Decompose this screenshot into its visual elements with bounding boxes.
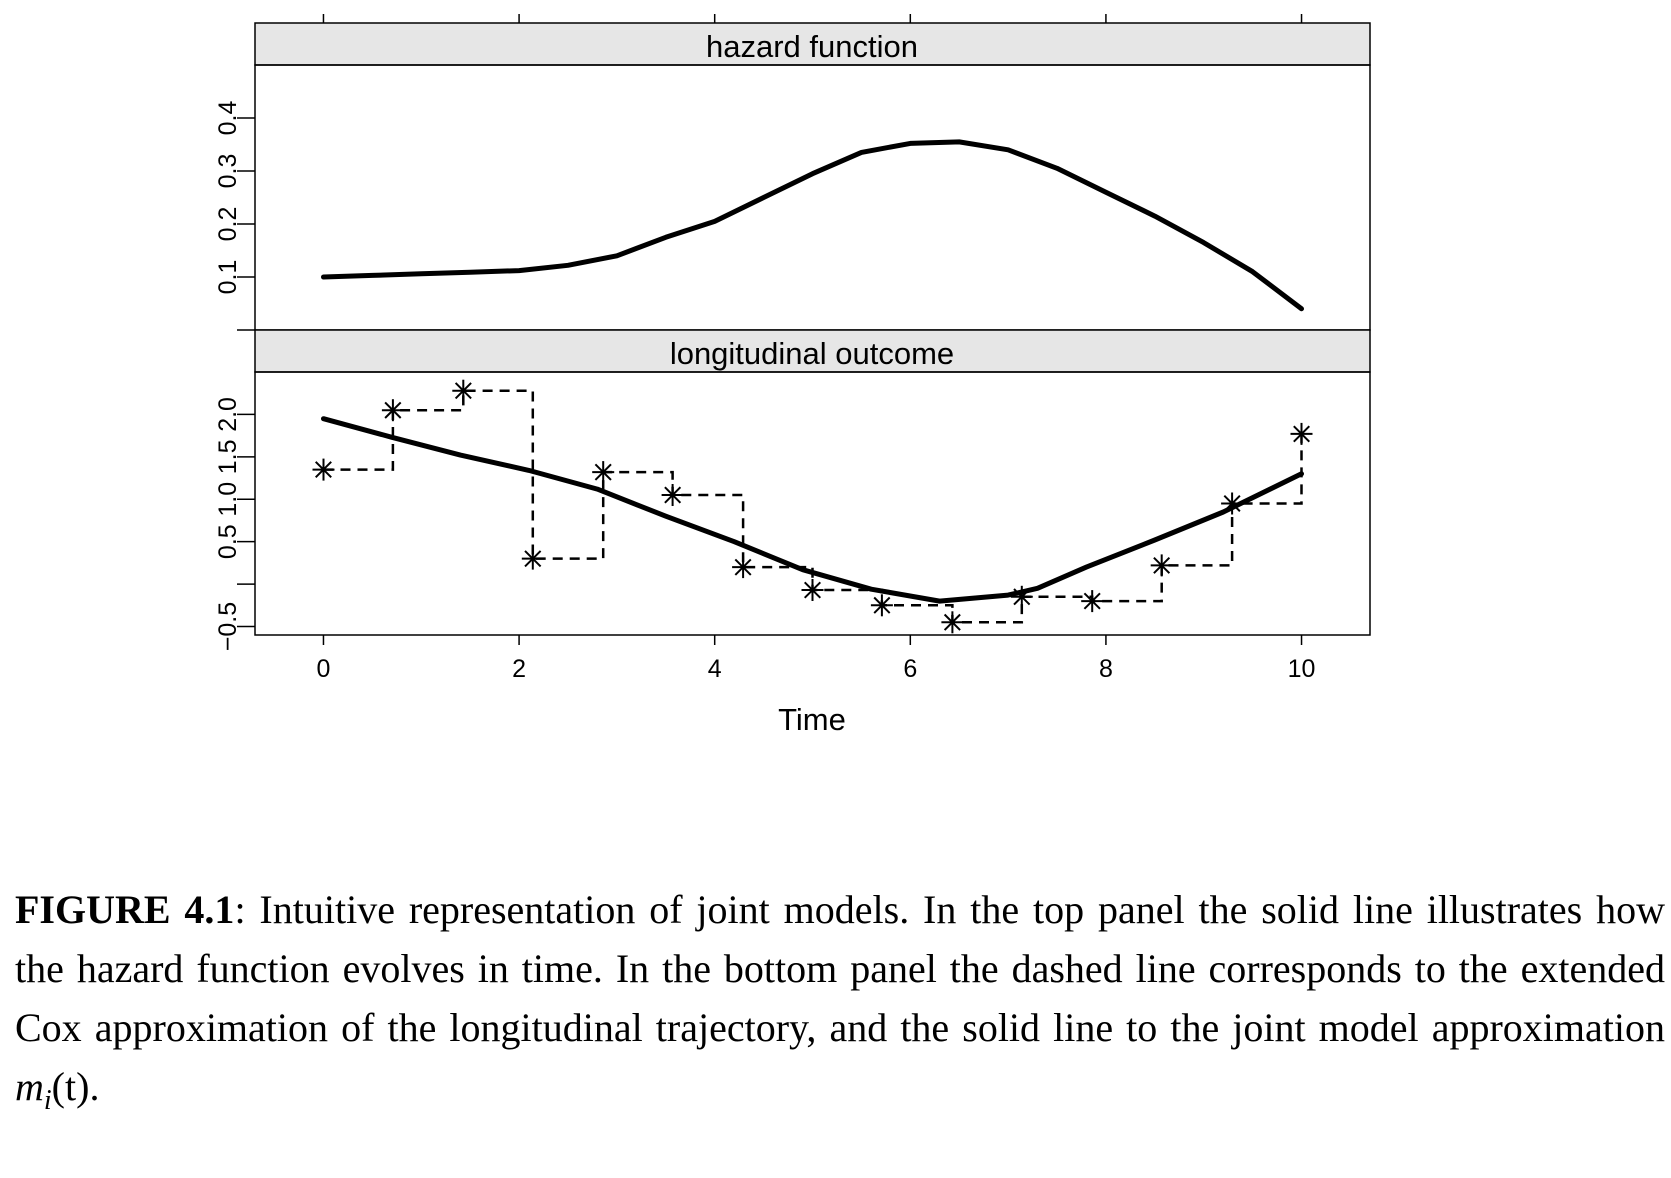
hazard-y-axis: 0.1 0.2 0.3 0.4	[214, 101, 255, 331]
hazard-panel: hazard function 0.1 0.2 0.3 0.4	[214, 14, 1371, 331]
time-x-axis: 0 2 4 6 8 10	[317, 635, 1316, 683]
longitudinal-title: longitudinal outcome	[670, 336, 954, 371]
caption-math: mi(t)	[15, 1064, 90, 1116]
figure-caption: FIGURE 4.1: Intuitive representation of …	[15, 880, 1665, 1130]
hazard-y-tick-label: 0.4	[214, 101, 242, 136]
observation-point	[1290, 422, 1313, 445]
caption-text: : Intuitive representation of joint mode…	[15, 887, 1665, 1050]
observation-point	[381, 399, 404, 422]
longitudinal-y-tick-label: 0.5	[214, 524, 242, 559]
observation-point	[312, 458, 335, 481]
hazard-title: hazard function	[706, 29, 918, 64]
joint-model-line	[321, 416, 1304, 604]
observation-point	[1081, 590, 1104, 613]
longitudinal-strip	[254, 329, 1371, 373]
x-tick-label: 10	[1288, 655, 1316, 683]
longitudinal-y-tick-label: 1.5	[214, 439, 242, 474]
longitudinal-y-tick-label: −0.5	[214, 602, 242, 651]
joint-model-figure: hazard function 0.1 0.2 0.3 0.4 longitudina…	[214, 14, 1371, 737]
observation-point	[592, 461, 615, 484]
hazard-strip	[254, 22, 1371, 66]
longitudinal-plot-frame	[254, 371, 1371, 636]
observation-point	[1010, 585, 1033, 608]
longitudinal-y-axis: −0.5 0.5 1.0 1.5 2.0	[214, 397, 255, 651]
observation-point	[1221, 492, 1244, 515]
longitudinal-y-tick-label: 1.0	[214, 482, 242, 517]
hazard-line	[321, 139, 1304, 312]
top-axis-ticks	[322, 14, 1303, 23]
caption-end: .	[89, 1064, 100, 1109]
observation-point	[870, 594, 893, 617]
observation-point	[801, 579, 824, 601]
observation-point	[732, 556, 755, 579]
hazard-plot-frame	[254, 64, 1371, 331]
observation-point	[941, 611, 964, 634]
x-tick-label: 8	[1099, 655, 1113, 683]
observation-point	[661, 484, 684, 506]
observation-point	[1150, 554, 1173, 577]
hazard-series	[321, 139, 1304, 312]
hazard-y-tick-label: 0.3	[214, 154, 242, 189]
x-tick-label: 0	[317, 655, 331, 683]
figure-label: FIGURE 4.1	[15, 887, 235, 932]
longitudinal-y-tick-label: 2.0	[214, 397, 242, 432]
hazard-y-tick-label: 0.2	[214, 207, 242, 242]
x-tick-label: 2	[512, 655, 526, 683]
observation-point	[521, 547, 544, 570]
longitudinal-series	[312, 379, 1313, 634]
longitudinal-panel: longitudinal outcome 0 2 4 6 8 10 −0.5 0.5 1.0 1…	[214, 329, 1371, 737]
caption-math-text: mi(t)	[15, 1064, 90, 1116]
x-axis-label: Time	[778, 702, 846, 737]
hazard-y-tick-label: 0.1	[214, 260, 242, 295]
observation-point	[452, 379, 475, 402]
x-tick-label: 6	[903, 655, 917, 683]
x-tick-label: 4	[708, 655, 722, 683]
